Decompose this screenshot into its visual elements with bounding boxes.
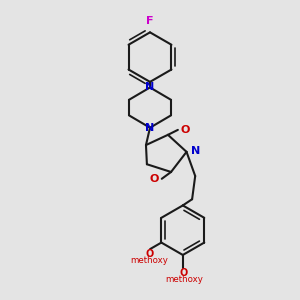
- Text: F: F: [146, 16, 154, 26]
- Text: O: O: [146, 249, 154, 260]
- Text: N: N: [146, 82, 154, 92]
- Text: N: N: [190, 146, 200, 156]
- Text: methoxy: methoxy: [130, 256, 168, 265]
- Text: methoxy: methoxy: [165, 275, 203, 284]
- Text: O: O: [181, 124, 190, 135]
- Text: O: O: [180, 268, 188, 278]
- Text: O: O: [149, 174, 159, 184]
- Text: N: N: [146, 123, 154, 133]
